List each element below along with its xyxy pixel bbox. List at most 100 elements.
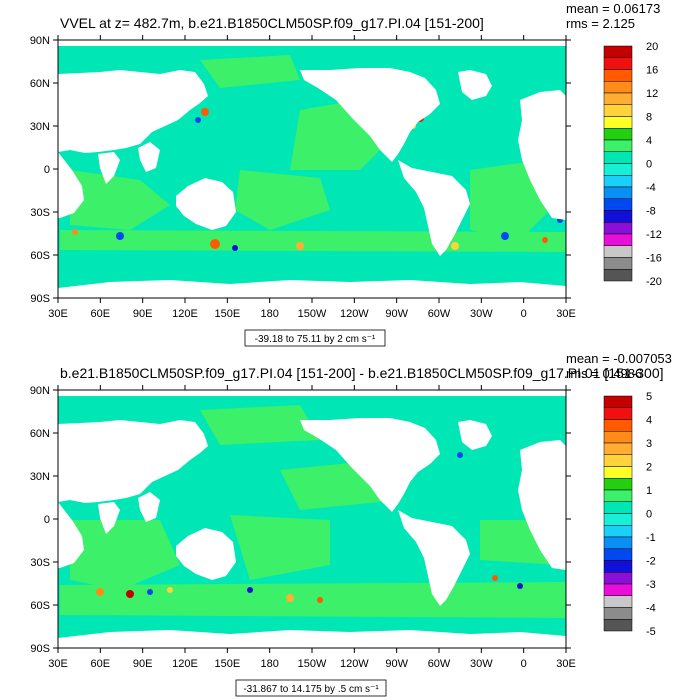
colorbar-swatch: [603, 548, 633, 561]
x-tick-label: 0: [521, 658, 527, 670]
colorbar-swatch: [603, 233, 633, 246]
y-tick-label: 30S: [30, 557, 50, 569]
colorbar-swatch: [603, 210, 633, 223]
colorbar-label: 20: [646, 41, 658, 53]
colorbar-swatch: [603, 595, 633, 608]
panel-2: b.e21.B1850CLM50SP.f09_g17.PI.04 [151-20…: [30, 351, 672, 697]
map-plot: [57, 389, 567, 650]
colorbar-swatch: [603, 419, 633, 432]
x-tick-label: 60E: [91, 658, 111, 670]
colorbar-swatch: [603, 92, 633, 105]
colorbar-swatch: [603, 104, 633, 117]
x-tick-label: 30W: [470, 308, 493, 320]
x-tick-label: 30E: [48, 308, 68, 320]
y-tick-label: 60N: [30, 78, 50, 90]
panel-2-rms: rms = 0.4986: [566, 366, 642, 381]
colorbar-swatch: [603, 478, 633, 491]
y-tick-label: 0: [44, 164, 50, 176]
x-tick-label: 180: [260, 658, 278, 670]
colorbar-swatch: [603, 245, 633, 258]
y-tick-label: 30S: [30, 207, 50, 219]
colorbar-label: -2: [646, 556, 656, 568]
x-axis: 30E 60E 90E 120E 150E 180 150W 120W 90W 60W 30W 0 30…: [48, 385, 576, 670]
range-note: -39.18 to 75.11 by 2 cm s⁻¹: [244, 329, 386, 347]
colorbar-swatch: [603, 583, 633, 596]
colorbar-label: -3: [646, 579, 656, 591]
colorbar-label: 0: [646, 159, 652, 171]
colorbar-swatch: [603, 139, 633, 152]
colorbar-label: 4: [646, 135, 652, 147]
colorbar-swatch: [603, 501, 633, 514]
eddy-hotspots: [96, 452, 523, 603]
colorbar-swatch: [603, 431, 633, 444]
y-tick-label: 90S: [30, 293, 50, 305]
range-note-text: -31.867 to 14.175 by .5 cm s⁻¹: [243, 684, 379, 695]
range-note: -31.867 to 14.175 by .5 cm s⁻¹: [235, 679, 387, 697]
x-tick-label: 150W: [298, 658, 327, 670]
colorbar-swatch: [603, 454, 633, 467]
x-tick-label: 90W: [385, 308, 408, 320]
x-tick-label: 30E: [556, 658, 576, 670]
colorbar-label: 2: [646, 462, 652, 474]
colorbar-swatch: [603, 536, 633, 549]
y-tick-label: 90N: [30, 35, 50, 47]
colorbar-label: 5: [646, 391, 652, 403]
x-tick-label: 30W: [470, 658, 493, 670]
colorbar-swatch: [603, 395, 633, 408]
colorbar-swatch: [603, 186, 633, 199]
colorbar-swatch: [603, 175, 633, 188]
colorbar-label: 0: [646, 509, 652, 521]
x-tick-label: 90E: [133, 308, 153, 320]
colorbar-swatch: [603, 222, 633, 235]
colorbar-swatch: [603, 45, 633, 58]
y-tick-label: 90S: [30, 643, 50, 655]
colorbar-label: -4: [646, 603, 656, 615]
y-tick-label: 60N: [30, 428, 50, 440]
colorbar-label: 12: [646, 88, 658, 100]
x-axis: 30E 60E 90E 120E 150E 180 150W 120W 90W 60W 30W 0 30…: [48, 35, 576, 320]
colorbar-label: 1: [646, 485, 652, 497]
y-tick-label: 60S: [30, 250, 50, 262]
x-tick-label: 30E: [48, 658, 68, 670]
panel-1-mean: mean = 0.06173: [566, 1, 660, 16]
y-axis: 90N 60N 30N 0 30S 60S 90S: [30, 35, 571, 305]
colorbar-swatch: [603, 619, 633, 632]
colorbar-swatch: [603, 81, 633, 94]
x-tick-label: 90W: [385, 658, 408, 670]
colorbar-swatch: [603, 163, 633, 176]
colorbar-swatch: [603, 442, 633, 455]
map-plot: [57, 39, 567, 300]
y-tick-label: 60S: [30, 600, 50, 612]
x-tick-label: 120E: [172, 308, 198, 320]
colorbar-swatch: [603, 198, 633, 211]
x-tick-label: 90E: [133, 658, 153, 670]
x-tick-label: 60W: [428, 658, 451, 670]
panel-1-rms: rms = 2.125: [566, 16, 635, 31]
colorbar-swatch: [603, 489, 633, 502]
colorbar-label: 8: [646, 112, 652, 124]
colorbar-label: -1: [646, 532, 656, 544]
x-tick-label: 150W: [298, 308, 327, 320]
colorbar-label: -4: [646, 182, 656, 194]
colorbar-label: -12: [646, 229, 662, 241]
colorbar-label: -20: [646, 276, 662, 288]
x-tick-label: 60W: [428, 308, 451, 320]
x-tick-label: 120W: [340, 308, 369, 320]
colorbar-swatch: [603, 151, 633, 164]
colorbar-swatch: [603, 407, 633, 420]
colorbar-swatch: [603, 257, 633, 270]
x-tick-label: 120E: [172, 658, 198, 670]
colorbar-swatch: [603, 466, 633, 479]
colorbar-swatch: [603, 69, 633, 82]
colorbar-swatch: [603, 607, 633, 620]
colorbar-swatch: [603, 116, 633, 129]
x-tick-label: 180: [260, 308, 278, 320]
x-tick-label: 150E: [214, 308, 240, 320]
panel-2-mean: mean = -0.007053: [566, 351, 672, 366]
x-tick-label: 30E: [556, 308, 576, 320]
colorbar-label: -8: [646, 206, 656, 218]
colorbar-swatch: [603, 57, 633, 70]
panel-1: VVEL at z= 482.7m, b.e21.B1850CLM50SP.f0…: [30, 1, 662, 347]
y-tick-label: 0: [44, 514, 50, 526]
